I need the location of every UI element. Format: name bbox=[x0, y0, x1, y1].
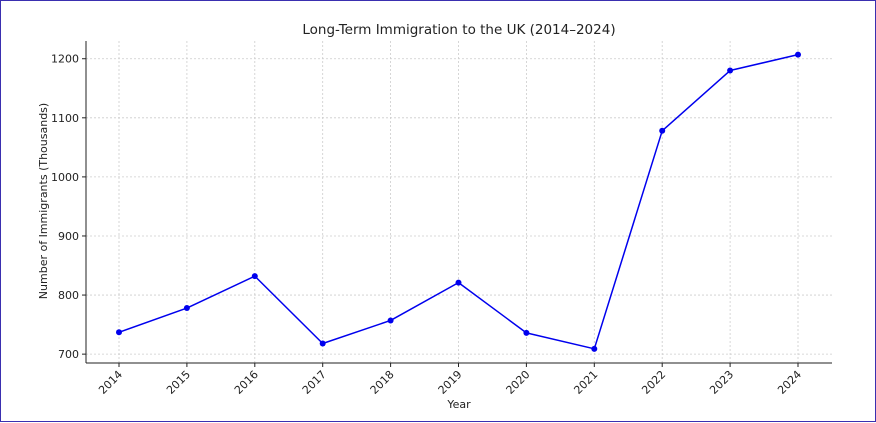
y-tick-label: 1100 bbox=[51, 112, 79, 125]
x-tick-label: 2021 bbox=[571, 368, 600, 397]
data-point bbox=[727, 67, 734, 74]
x-tick-label: 2022 bbox=[639, 368, 668, 397]
y-tick-label: 800 bbox=[58, 289, 79, 302]
x-tick-label: 2017 bbox=[300, 368, 329, 397]
data-point bbox=[523, 329, 530, 336]
x-tick-label: 2018 bbox=[368, 368, 397, 397]
x-axis-label: Year bbox=[446, 398, 471, 411]
axes bbox=[85, 41, 832, 364]
x-tick-label: 2023 bbox=[707, 368, 736, 397]
grid-lines bbox=[86, 41, 832, 363]
x-ticks: 2014 2015 2016 2017 2018 2019 2020 2021 2022 2023… bbox=[96, 363, 804, 397]
y-tick-label: 1200 bbox=[51, 53, 79, 66]
data-point bbox=[795, 51, 801, 58]
y-ticks: 700 800 900 1000 1100 1200 bbox=[51, 53, 86, 361]
data-point bbox=[319, 340, 326, 347]
chart-title: Long-Term Immigration to the UK (2014–20… bbox=[302, 22, 615, 38]
data-point bbox=[387, 317, 394, 324]
data-point bbox=[116, 329, 122, 336]
data-point bbox=[455, 279, 462, 286]
x-tick-label: 2024 bbox=[775, 368, 804, 397]
x-tick-label: 2014 bbox=[96, 368, 125, 397]
series-group bbox=[116, 51, 801, 352]
y-axis-label: Number of Immigrants (Thousands) bbox=[37, 103, 50, 299]
data-point bbox=[183, 305, 190, 312]
y-tick-label: 700 bbox=[58, 348, 79, 361]
x-tick-label: 2020 bbox=[504, 368, 533, 397]
x-tick-label: 2015 bbox=[164, 368, 193, 397]
x-tick-label: 2016 bbox=[232, 368, 261, 397]
data-point bbox=[251, 273, 258, 280]
x-tick-label: 2019 bbox=[436, 368, 465, 397]
y-tick-label: 900 bbox=[58, 230, 79, 243]
data-point bbox=[591, 345, 598, 352]
data-point bbox=[659, 127, 666, 134]
y-tick-label: 1000 bbox=[51, 171, 79, 184]
